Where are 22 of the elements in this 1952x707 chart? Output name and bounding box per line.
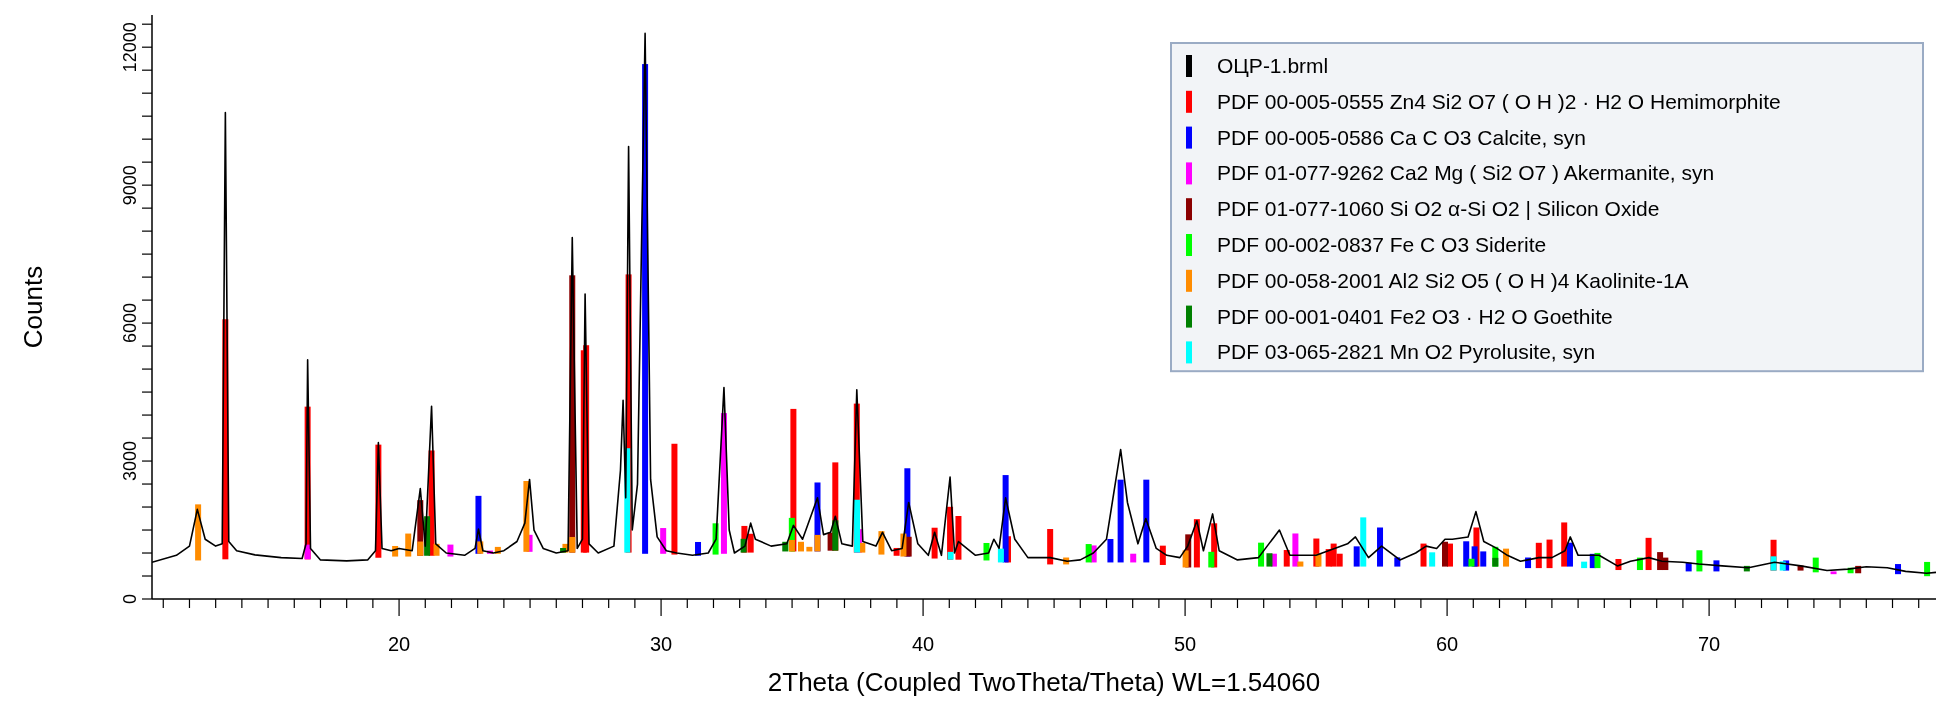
legend-label: PDF 00-058-2001 Al2 Si2 O5 ( O H )4 Kaolinite-1A [1217,268,1689,292]
y-tick-label: 0 [120,593,140,605]
y-tick-label: 3000 [120,441,140,482]
y-tick-label: 6000 [120,303,140,344]
legend-label: PDF 00-005-0586 Ca C O3 Calcite, syn [1217,125,1586,149]
y-axis-title: Counts [18,265,48,349]
x-tick-label: 20 [387,633,411,655]
x-tick-label: 70 [1697,633,1721,655]
x-axis-title: 2Theta (Coupled TwoTheta/Theta) WL=1.54060 [767,667,1321,697]
x-tick-label: 30 [649,633,673,655]
x-tick-label: 60 [1435,633,1459,655]
x-tick-label: 50 [1173,633,1197,655]
legend-label: PDF 01-077-1060 Si O2 α-Si O2 | Silicon Oxide [1217,197,1660,221]
legend-label: PDF 00-005-0555 Zn4 Si2 O7 ( O H )2 · H2 O Hemimorphite [1217,89,1781,113]
legend-label: PDF 00-001-0401 Fe2 O3 · H2 O Goethite [1217,304,1613,328]
legend-label: ОЦР-1.brml [1217,54,1329,77]
y-tick-label: 9000 [120,165,140,206]
y-tick-label: 12000 [120,22,140,73]
legend-label: PDF 03-065-2821 Mn O2 Pyrolusite, syn [1217,340,1596,364]
legend-label: PDF 01-077-9262 Ca2 Mg ( Si2 O7 ) Akermanite, syn [1217,161,1715,185]
x-tick-label: 40 [911,633,935,655]
legend-label: PDF 00-002-0837 Fe C O3 Siderite [1217,233,1547,256]
